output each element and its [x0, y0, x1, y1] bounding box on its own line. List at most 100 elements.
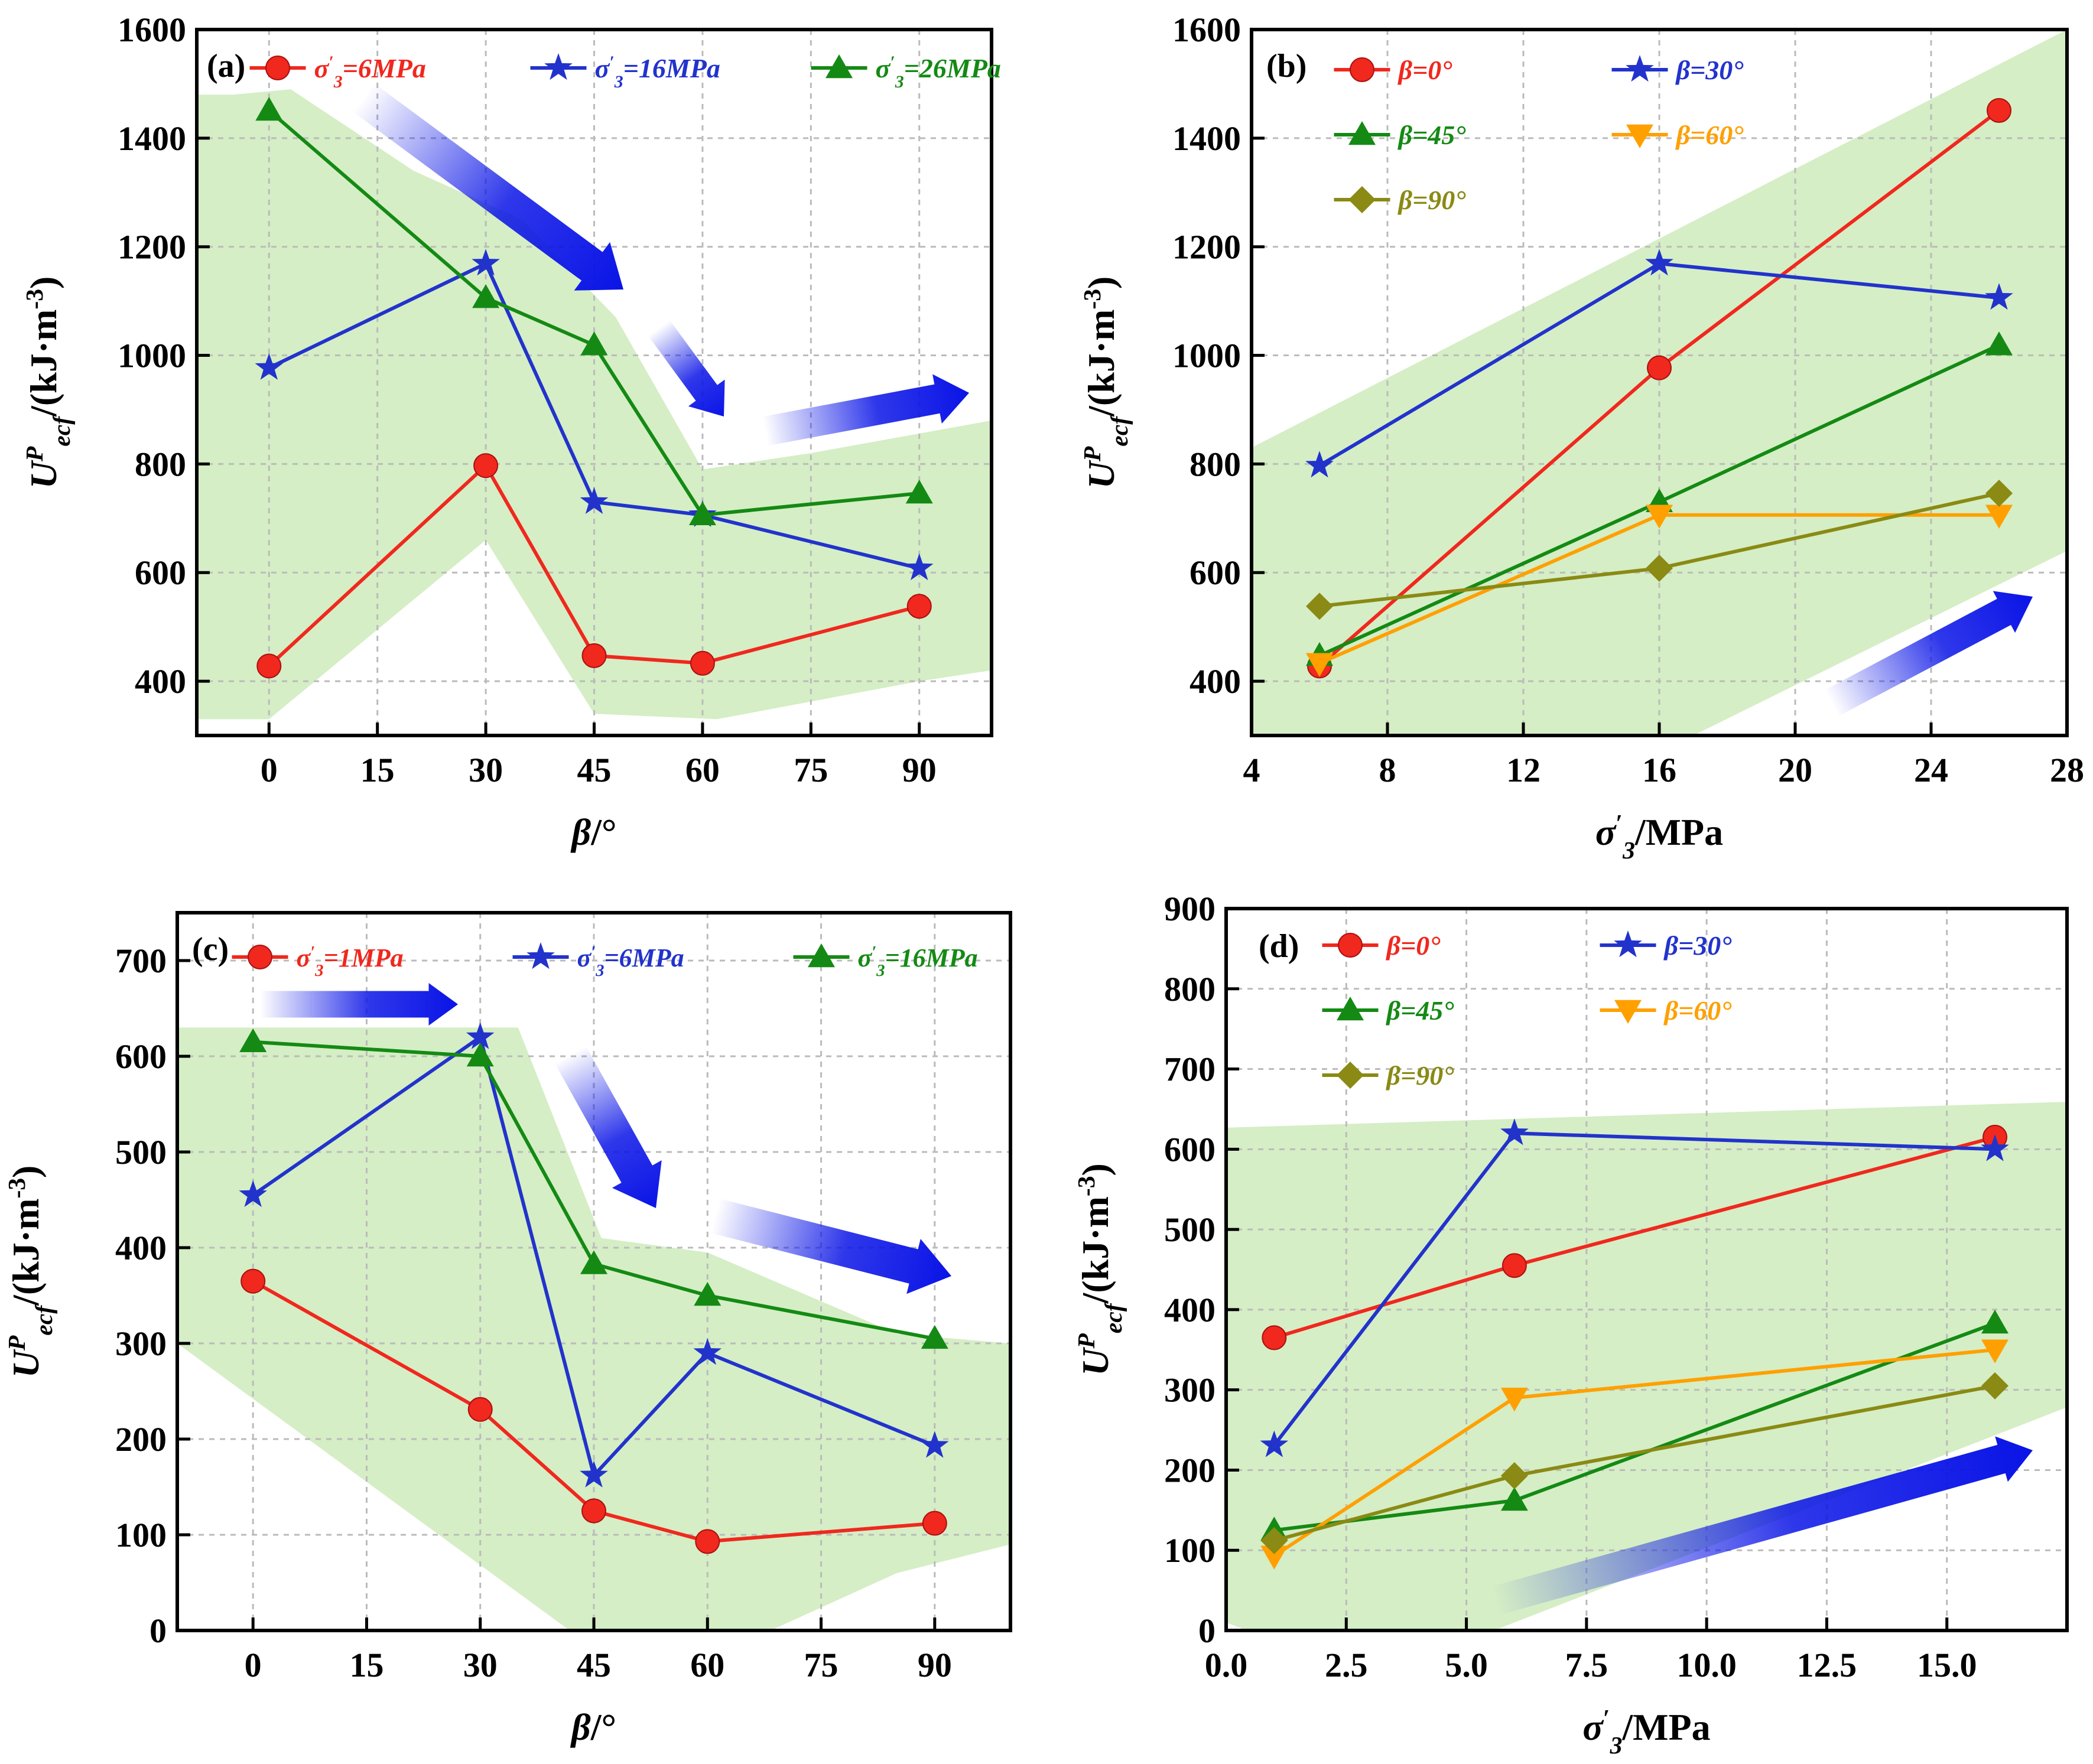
- y-tick-label: 800: [135, 445, 186, 483]
- trend-arrow: [1491, 1436, 2033, 1616]
- y-tick-label: 600: [135, 554, 186, 592]
- legend-marker: [1614, 930, 1642, 958]
- data-point: [693, 1338, 722, 1365]
- legend-label: β=45°: [1398, 120, 1467, 150]
- legend-item: β=0°: [1322, 930, 1441, 961]
- data-point: [1262, 1325, 1287, 1350]
- y-tick-label: 1400: [118, 119, 186, 158]
- legend-label: β=90°: [1386, 1060, 1455, 1091]
- x-axis-label: β/°: [570, 1706, 616, 1748]
- data-point: [1985, 331, 2013, 356]
- x-tick-label: 15.0: [1917, 1646, 1977, 1684]
- legend-label: σ′3=16MPa: [595, 53, 720, 92]
- y-tick-label: 900: [1164, 890, 1216, 928]
- legend-label: β=0°: [1386, 930, 1441, 961]
- legend-item: β=90°: [1334, 185, 1466, 215]
- legend-marker: [1614, 1000, 1642, 1024]
- trend-arrow: [260, 983, 458, 1026]
- data-point: [256, 653, 282, 679]
- panel-tag: (a): [207, 48, 245, 84]
- panel-tag: (c): [192, 931, 229, 968]
- panel-d: 0.0 2.5 5.0 7.5 10.0 12.5 15.0 0 100 200 300 400 500…: [1072, 890, 2069, 1759]
- data-point: [1260, 1527, 1288, 1554]
- legend: β=0° β=30° β=45° β=60° β=90°: [1322, 930, 1733, 1091]
- legend-item: σ′3=16MPa: [530, 53, 720, 92]
- legend-item: β=30°: [1611, 55, 1744, 85]
- data-point: [466, 1043, 494, 1067]
- x-tick-label: 10.0: [1676, 1646, 1737, 1684]
- data-point: [690, 650, 715, 676]
- data-point: [1260, 1545, 1288, 1570]
- trend-arrow: [710, 1198, 952, 1294]
- legend-item: σ′3=6MPa: [512, 942, 684, 980]
- x-axis-label: σ′3/MPa: [1582, 1704, 1710, 1759]
- series-0: [240, 1268, 947, 1554]
- series-1: [239, 1022, 949, 1488]
- trend-arrow: [762, 374, 970, 446]
- y-tick-label: 400: [135, 662, 186, 701]
- data-point: [473, 453, 499, 479]
- data-point: [906, 594, 932, 619]
- legend: σ′3=6MPa σ′3=16MPa σ′3=26MPa: [249, 53, 1001, 92]
- legend-label: σ′3=26MPa: [876, 53, 1001, 92]
- x-tick-label: 15: [349, 1646, 384, 1684]
- x-tick-label: 4: [1243, 751, 1260, 789]
- y-tick-label: 1000: [1172, 337, 1241, 375]
- legend-label: β=30°: [1663, 930, 1733, 961]
- legend-item: β=60°: [1611, 120, 1744, 150]
- data-point: [472, 284, 500, 308]
- legend-label: β=60°: [1663, 995, 1733, 1026]
- data-point: [1985, 283, 2013, 310]
- series-2: [255, 96, 933, 526]
- series-4: [1306, 480, 2013, 620]
- legend-item: β=0°: [1334, 55, 1453, 85]
- x-tick-label: 12.5: [1797, 1646, 1857, 1684]
- y-tick-label: 1600: [1172, 11, 1241, 49]
- series-3: [1260, 1339, 2009, 1570]
- series-2: [239, 1028, 948, 1349]
- legend-item: β=90°: [1322, 1060, 1455, 1091]
- x-tick-label: 2.5: [1325, 1646, 1368, 1684]
- legend-item: β=45°: [1322, 995, 1454, 1026]
- data-point: [466, 1022, 495, 1049]
- data-point: [921, 1324, 948, 1349]
- y-tick-label: 1200: [118, 228, 186, 266]
- y-tick-label: 800: [1190, 445, 1241, 483]
- legend-label: σ′3=1MPa: [297, 943, 404, 980]
- data-point: [1646, 505, 1673, 529]
- x-tick-label: 75: [794, 751, 828, 789]
- series-0: [256, 453, 932, 679]
- x-tick-label: 5.0: [1445, 1646, 1488, 1684]
- data-point: [580, 1250, 607, 1274]
- y-tick-label: 100: [115, 1516, 167, 1554]
- legend-label: β=0°: [1398, 55, 1453, 85]
- legend-marker: [1338, 933, 1363, 958]
- data-point: [1502, 1253, 1527, 1278]
- x-tick-label: 45: [577, 1646, 611, 1684]
- x-tick-label: 12: [1506, 751, 1540, 789]
- y-tick-label: 200: [1164, 1451, 1216, 1489]
- y-tick-label: 1200: [1172, 228, 1241, 266]
- x-tick-label: 15: [360, 751, 395, 789]
- data-point: [239, 1180, 267, 1208]
- data-point: [239, 1028, 267, 1052]
- data-point: [1500, 1487, 1528, 1511]
- data-point: [1985, 480, 2013, 507]
- data-point: [1981, 1134, 2009, 1161]
- y-tick-label: 400: [115, 1229, 167, 1267]
- legend-label: β=60°: [1675, 120, 1744, 150]
- data-point: [580, 331, 608, 356]
- data-point: [467, 1397, 493, 1422]
- data-point: [1500, 1118, 1529, 1145]
- series-4: [1260, 1372, 2009, 1554]
- data-point: [905, 553, 934, 581]
- y-tick-label: 1000: [118, 337, 186, 375]
- x-tick-label: 60: [690, 1646, 724, 1684]
- data-point: [1260, 1430, 1289, 1457]
- legend-label: σ′3=16MPa: [858, 943, 978, 980]
- axes-frame: [1224, 907, 2069, 1632]
- y-axis-label: UPecf/(kJ·m-3): [1072, 1163, 1127, 1376]
- x-tick-label: 90: [902, 751, 937, 789]
